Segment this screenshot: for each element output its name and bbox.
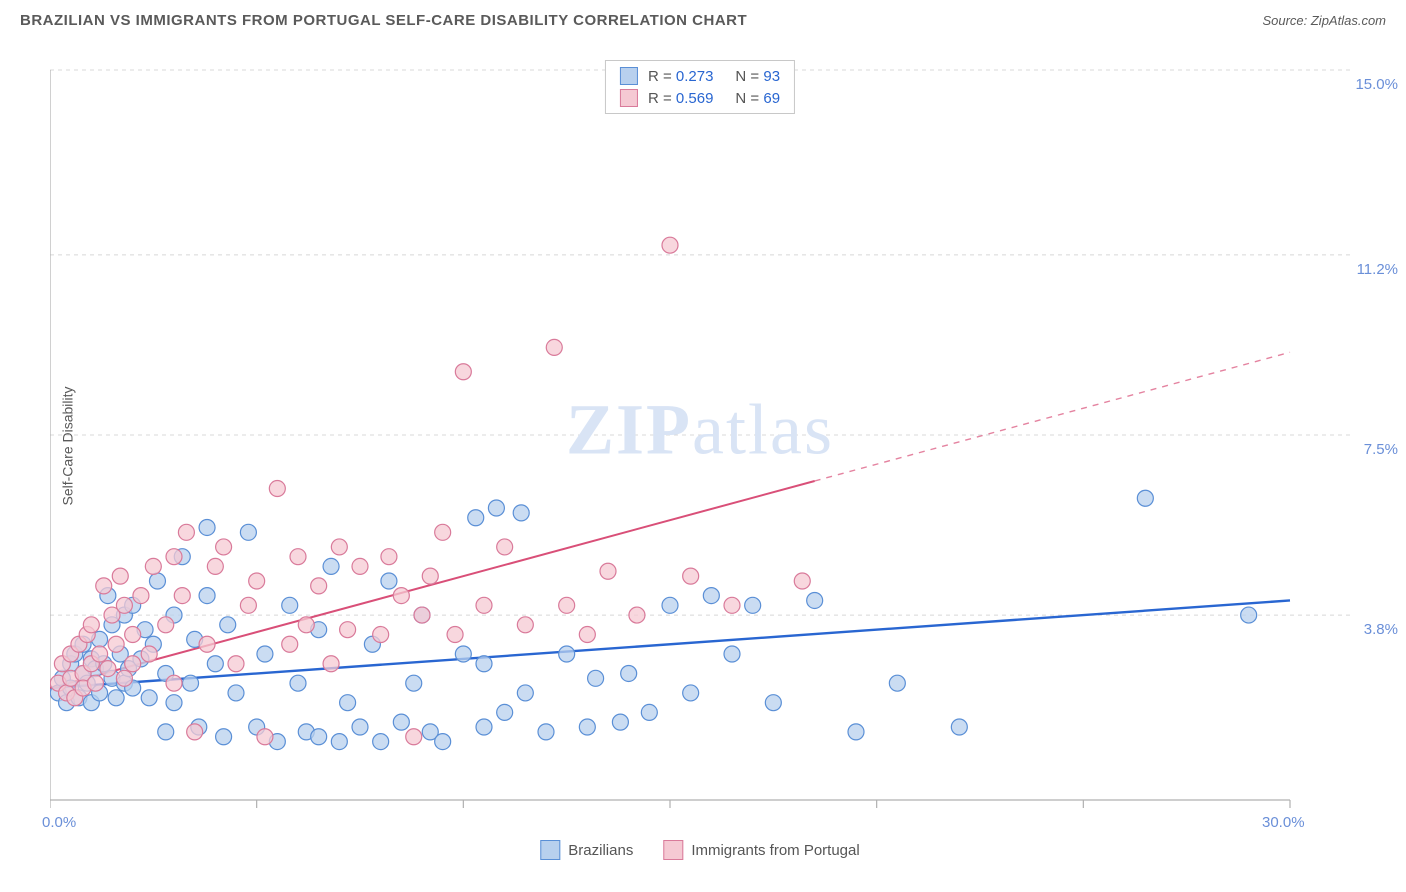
x-tick-label: 30.0% bbox=[1262, 814, 1305, 831]
correlation-stats-box: R = 0.273 N = 93 R = 0.569 N = 69 bbox=[605, 60, 795, 114]
watermark: ZIPatlas bbox=[566, 388, 834, 471]
chart-area: ZIPatlas R = 0.273N = 93R = 0.569N = 69 … bbox=[50, 60, 1350, 830]
stats-n-label: N = 69 bbox=[735, 90, 780, 107]
source-attribution: Source: ZipAtlas.com bbox=[1262, 13, 1386, 28]
legend-label: Immigrants from Portugal bbox=[691, 842, 859, 859]
y-tick-label: 3.8% bbox=[1364, 621, 1398, 638]
stats-swatch-icon bbox=[620, 67, 638, 85]
stats-row-1: R = 0.569 N = 69 bbox=[620, 87, 780, 109]
y-tick-label: 15.0% bbox=[1355, 76, 1398, 93]
legend-swatch-icon bbox=[540, 840, 560, 860]
y-tick-label: 11.2% bbox=[1357, 261, 1398, 278]
x-tick-label: 0.0% bbox=[42, 814, 76, 831]
legend-item-0: Brazilians bbox=[540, 840, 633, 860]
stats-r-label: R = 0.273 bbox=[648, 68, 713, 85]
y-tick-label: 7.5% bbox=[1364, 441, 1398, 458]
stats-swatch-icon bbox=[620, 89, 638, 107]
stats-n-label: N = 93 bbox=[735, 68, 780, 85]
stats-row-0: R = 0.273 N = 93 bbox=[620, 65, 780, 87]
legend-item-1: Immigrants from Portugal bbox=[663, 840, 859, 860]
legend-label: Brazilians bbox=[568, 842, 633, 859]
legend-swatch-icon bbox=[663, 840, 683, 860]
stats-r-label: R = 0.569 bbox=[648, 90, 713, 107]
legend: Brazilians Immigrants from Portugal bbox=[540, 840, 859, 860]
chart-title: BRAZILIAN VS IMMIGRANTS FROM PORTUGAL SE… bbox=[20, 12, 747, 29]
